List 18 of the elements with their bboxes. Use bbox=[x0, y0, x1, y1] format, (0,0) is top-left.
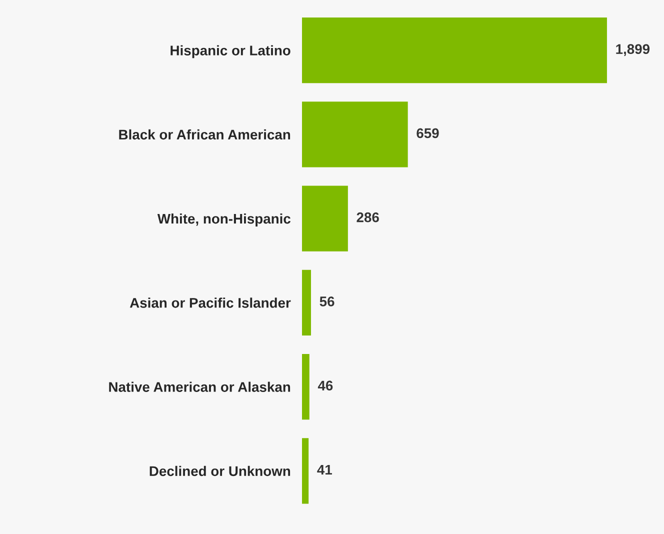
y-tick-label: Declined or Unknown bbox=[150, 466, 290, 476]
y-tick-label: Hispanic or Latino bbox=[170, 45, 290, 58]
data-label: 56 bbox=[320, 296, 334, 306]
bar bbox=[302, 102, 408, 168]
y-tick-label: Black or African American bbox=[119, 129, 290, 140]
bar bbox=[302, 438, 309, 504]
y-tick-label: White, non-Hispanic bbox=[157, 213, 290, 226]
data-label: 41 bbox=[317, 464, 332, 474]
data-label: 1,899 bbox=[616, 44, 650, 56]
bar bbox=[302, 270, 311, 336]
bar bbox=[302, 354, 310, 420]
data-label: 46 bbox=[318, 380, 333, 391]
bar bbox=[302, 186, 348, 252]
y-tick-label: Native American or Alaskan bbox=[109, 382, 290, 392]
data-label: 286 bbox=[356, 212, 379, 222]
data-label: 659 bbox=[416, 128, 439, 138]
bar bbox=[302, 17, 607, 84]
y-tick-label: Asian or Pacific Islander bbox=[130, 298, 291, 308]
